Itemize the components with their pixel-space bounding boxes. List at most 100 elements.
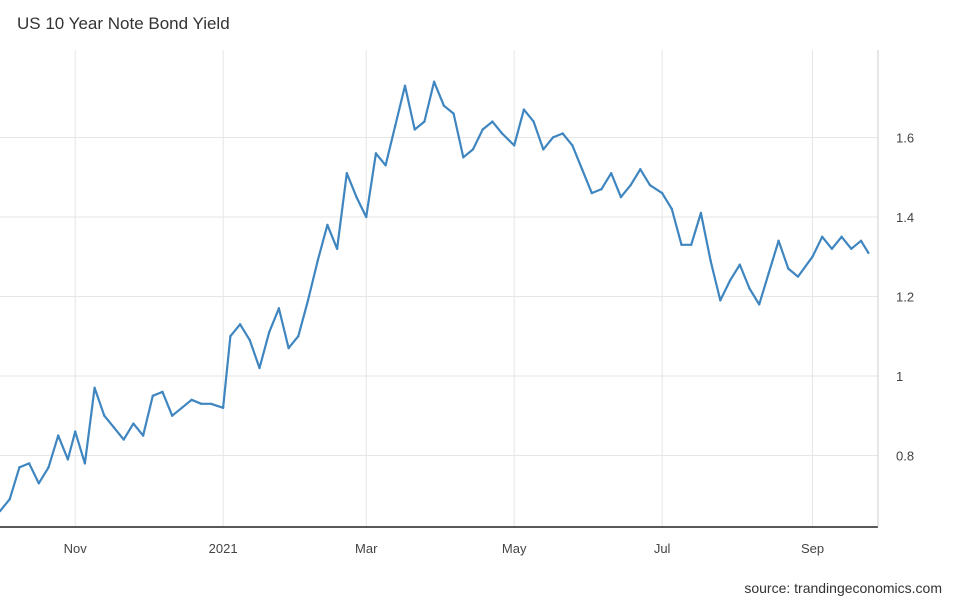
data-point — [821, 235, 824, 239]
data-point — [462, 156, 465, 159]
data-point — [777, 239, 780, 242]
tick-labels: Nov 2021 Mar May Jul Sep 0.8 1 1.2 1.4 1.6 — [64, 130, 914, 556]
y-tick-label: 0.8 — [896, 448, 914, 463]
data-point — [571, 144, 574, 147]
data-point — [512, 144, 516, 147]
data-point — [757, 303, 761, 306]
series-line — [0, 80, 870, 513]
data-point — [57, 434, 60, 437]
data-point — [248, 338, 252, 342]
axes — [0, 50, 879, 528]
data-point — [190, 398, 193, 401]
data-point — [287, 346, 290, 350]
data-point — [27, 462, 31, 465]
y-tick-label: 1.2 — [896, 289, 914, 304]
data-point — [830, 247, 834, 250]
data-point — [229, 335, 232, 338]
data-point — [699, 211, 703, 215]
data-point — [629, 183, 632, 187]
data-point — [221, 406, 225, 409]
data-point — [728, 279, 732, 282]
data-point — [481, 128, 484, 131]
data-point — [639, 168, 642, 171]
data-point — [471, 148, 475, 151]
data-point — [394, 124, 397, 127]
data-point — [335, 247, 339, 250]
data-point — [442, 104, 446, 107]
x-tick-label: May — [502, 541, 527, 556]
y-tick-label: 1 — [896, 369, 903, 384]
data-point — [238, 323, 242, 326]
data-point — [542, 148, 545, 151]
data-point — [680, 243, 683, 246]
data-point — [413, 128, 416, 131]
data-point — [423, 120, 426, 123]
data-point — [767, 271, 771, 274]
chart-title: US 10 Year Note Bond Yield — [17, 14, 230, 33]
data-point — [610, 172, 613, 175]
data-point — [384, 164, 387, 167]
data-point — [738, 263, 741, 266]
y-tick-label: 1.4 — [896, 210, 914, 225]
data-point — [452, 112, 455, 115]
data-point — [297, 335, 300, 338]
data-point — [345, 172, 349, 175]
x-tick-label: Jul — [654, 541, 671, 556]
data-point — [47, 466, 50, 469]
data-point — [132, 422, 135, 425]
data-point — [532, 120, 535, 123]
data-point — [748, 287, 751, 290]
data-point — [268, 331, 271, 334]
data-point — [355, 195, 358, 199]
y-tick-label: 1.6 — [896, 130, 914, 145]
data-point — [180, 406, 184, 409]
data-point — [209, 402, 213, 405]
data-point — [122, 438, 125, 441]
data-point — [811, 255, 814, 258]
x-tick-label: 2021 — [209, 541, 238, 556]
data-point — [590, 191, 594, 195]
data-point — [580, 168, 584, 171]
data-point — [103, 414, 106, 417]
data-point — [522, 108, 526, 111]
data-point — [403, 84, 407, 87]
data-point — [8, 497, 11, 501]
data-point — [93, 386, 96, 390]
data-point — [73, 430, 77, 433]
data-point — [648, 183, 652, 187]
data-point — [660, 191, 664, 195]
data-point — [859, 239, 863, 242]
x-tick-label: Nov — [64, 541, 88, 556]
data-point — [326, 223, 329, 227]
data-point — [258, 366, 261, 370]
data-point — [551, 136, 555, 139]
data-point — [0, 509, 2, 513]
data-point — [112, 426, 116, 429]
data-point — [500, 132, 504, 135]
data-point — [18, 466, 21, 469]
data-point — [161, 390, 164, 394]
data-point — [600, 187, 603, 191]
data-point — [719, 299, 722, 302]
data-point — [796, 275, 800, 278]
data-point — [491, 120, 494, 123]
data-point — [141, 434, 145, 437]
data-point — [306, 299, 310, 302]
data-point — [867, 251, 870, 254]
data-point — [690, 243, 693, 246]
data-point — [365, 215, 368, 219]
grid-lines — [0, 50, 878, 527]
data-point — [374, 152, 378, 155]
data-point — [561, 132, 564, 135]
data-point — [66, 458, 70, 461]
data-point — [619, 195, 623, 199]
source-credit: source: trandingeconomics.com — [744, 580, 942, 596]
data-point — [670, 207, 674, 211]
data-point — [850, 247, 853, 250]
data-point — [200, 402, 203, 405]
data-point — [840, 235, 843, 239]
data-point — [37, 482, 41, 485]
data-point — [709, 259, 712, 262]
x-tick-label: Sep — [801, 541, 824, 556]
